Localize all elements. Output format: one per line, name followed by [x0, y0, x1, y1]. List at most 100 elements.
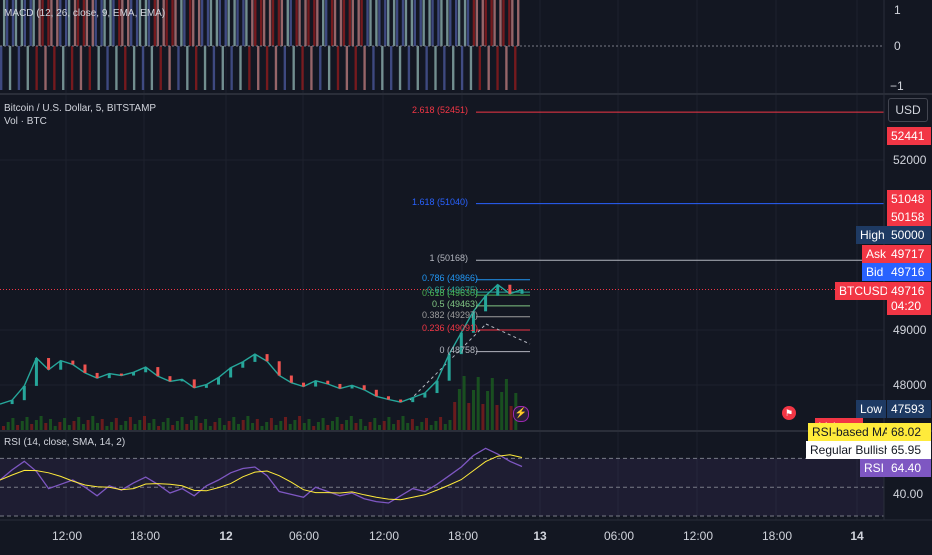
macd-bar-137	[404, 0, 408, 46]
volume-legend[interactable]: Vol · BTC	[4, 116, 47, 127]
macd-bar-145	[428, 0, 431, 46]
rsi-legend[interactable]: RSI (14, close, SMA, 14, 2)	[4, 437, 126, 448]
volume-bar-17	[81, 424, 85, 430]
macd-bar-43	[127, 0, 130, 46]
volume-bar-84	[396, 420, 400, 430]
price-candle-34	[411, 397, 415, 403]
volume-bar-11	[53, 426, 57, 430]
volume-bar-55	[260, 426, 264, 430]
volume-bar-71	[335, 417, 339, 430]
scale-badge-3: High	[856, 226, 889, 244]
volume-bar-106	[500, 392, 504, 430]
macd-bar-107	[316, 0, 319, 46]
macd-bar-72	[212, 46, 216, 90]
scale-badge-9: BTCUSD	[835, 282, 893, 300]
macd-bar-162	[478, 46, 481, 90]
macd-bar-78	[230, 46, 233, 90]
volume-bar-33	[157, 426, 161, 430]
price-candle-5	[59, 360, 63, 370]
price-candle-10	[119, 373, 123, 376]
macd-bar-160	[472, 0, 476, 46]
macd-bar-142	[419, 0, 422, 46]
price-candle-15	[180, 379, 184, 382]
macd-bar-79	[233, 0, 236, 46]
macd-bar-50	[147, 0, 151, 46]
macd-bar-74	[218, 0, 221, 46]
macd-bar-37	[109, 0, 112, 46]
price-line	[0, 283, 523, 405]
fib-label-6: 0.5 (49463)	[431, 298, 478, 309]
macd-bar-17	[50, 0, 53, 46]
rsi-badge-0: RSI-based MA	[808, 423, 895, 441]
macd-bar-112	[330, 0, 334, 46]
volume-bar-25	[119, 425, 123, 430]
macd-bar-166	[490, 0, 493, 46]
flag-icon[interactable]: ⚑	[782, 406, 796, 420]
macd-bar-10	[29, 0, 32, 46]
volume-bar-80	[378, 425, 381, 430]
macd-bar-125	[369, 0, 372, 46]
macd-bar-14	[41, 0, 44, 46]
macd-bar-143	[422, 0, 425, 46]
macd-bar-34	[100, 0, 103, 46]
volume-bar-54	[255, 419, 259, 430]
macd-tick-minus-1: −1	[890, 79, 904, 93]
volume-bar-83	[392, 424, 396, 430]
macd-bar-147	[434, 46, 437, 90]
macd-bar-48	[141, 46, 145, 90]
macd-bar-2	[5, 0, 9, 46]
macd-bar-141	[416, 46, 419, 90]
currency-button[interactable]: USD	[888, 98, 928, 122]
price-candle-19	[229, 367, 233, 378]
volume-bar-36	[171, 425, 175, 430]
macd-bar-131	[387, 0, 390, 46]
macd-bar-111	[327, 46, 331, 90]
price-candle-43	[520, 289, 524, 294]
price-candle-42	[508, 284, 512, 294]
macd-bar-96	[283, 46, 286, 90]
volume-bar-6	[30, 424, 34, 430]
macd-bar-21	[62, 46, 65, 90]
symbol-title[interactable]: Bitcoin / U.S. Dollar, 5, BITSTAMP	[4, 103, 157, 114]
macd-bar-114	[336, 46, 340, 90]
macd-bar-83	[245, 0, 248, 46]
volume-bar-16	[77, 417, 81, 430]
lightning-icon[interactable]: ⚡	[513, 406, 529, 422]
scale-badge-10: 49716	[887, 282, 931, 300]
volume-bar-96	[453, 402, 457, 430]
volume-bar-100	[472, 390, 475, 430]
macd-bar-91	[268, 0, 272, 46]
price-candle-30	[362, 385, 366, 390]
macd-bar-69	[203, 46, 207, 90]
volume-bar-51	[241, 420, 245, 430]
time-label-3: 06:00	[289, 529, 320, 543]
price-candle-29	[350, 385, 354, 389]
macd-bar-130	[384, 0, 387, 46]
macd-bar-93	[274, 46, 278, 90]
fib-retracement[interactable]	[409, 111, 884, 401]
macd-bar-71	[209, 0, 213, 46]
fib-label-7: 0.382 (49297)	[421, 309, 478, 320]
scale-badge-6: 49717	[887, 245, 931, 263]
macd-bar-102	[301, 46, 304, 90]
macd-legend[interactable]: MACD (12, 26, close, 9, EMA, EMA)	[4, 8, 166, 19]
macd-bar-170	[502, 0, 505, 46]
price-candle-9	[107, 373, 111, 379]
macd-bar-117	[345, 46, 349, 90]
macd-bar-29	[85, 0, 89, 46]
price-candle-13	[156, 367, 160, 377]
macd-bar-18	[53, 46, 56, 90]
volume-bar-81	[382, 421, 386, 430]
price-tick-48000: 48000	[893, 378, 927, 392]
price-pane	[0, 283, 884, 405]
macd-pane	[0, 0, 884, 90]
volume-bar-34	[161, 422, 165, 430]
price-candle-1	[10, 400, 14, 405]
macd-bar-163	[481, 0, 484, 46]
macd-bar-100	[295, 0, 298, 46]
rsi-badge-4: RSI	[860, 459, 889, 477]
volume-bar-4	[20, 421, 24, 430]
volume-bar-58	[274, 425, 278, 430]
macd-bar-175	[517, 0, 520, 46]
macd-bar-99	[292, 46, 295, 90]
